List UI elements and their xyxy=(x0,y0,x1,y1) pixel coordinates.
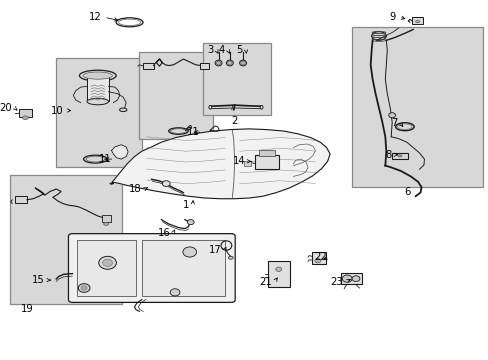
Text: 3: 3 xyxy=(206,45,213,55)
Text: 7: 7 xyxy=(390,118,396,128)
Bar xyxy=(56,58,142,167)
Ellipse shape xyxy=(22,116,28,120)
Polygon shape xyxy=(110,129,329,199)
Text: 15: 15 xyxy=(32,275,45,285)
Ellipse shape xyxy=(87,98,108,105)
Text: 16: 16 xyxy=(157,228,170,238)
Bar xyxy=(259,150,274,156)
FancyBboxPatch shape xyxy=(68,234,235,302)
Ellipse shape xyxy=(397,155,401,157)
Ellipse shape xyxy=(119,108,127,112)
Text: 9: 9 xyxy=(389,12,395,22)
Circle shape xyxy=(99,256,116,269)
Text: 5: 5 xyxy=(236,45,243,55)
Bar xyxy=(255,155,278,169)
Bar xyxy=(10,175,122,304)
Text: 17: 17 xyxy=(208,245,221,255)
Ellipse shape xyxy=(239,60,246,66)
Text: 6: 6 xyxy=(404,186,410,197)
Ellipse shape xyxy=(260,105,263,109)
Circle shape xyxy=(342,275,351,282)
Text: 20: 20 xyxy=(0,103,12,113)
Circle shape xyxy=(314,258,320,263)
Bar xyxy=(139,52,212,139)
Bar xyxy=(311,252,325,264)
Polygon shape xyxy=(111,145,128,159)
Text: 22: 22 xyxy=(313,252,326,262)
Bar xyxy=(267,261,289,287)
Bar xyxy=(203,43,271,115)
Bar xyxy=(411,17,423,24)
Ellipse shape xyxy=(103,222,108,225)
Bar xyxy=(199,63,209,69)
Ellipse shape xyxy=(227,61,231,65)
Text: 8: 8 xyxy=(384,150,390,160)
Text: 12: 12 xyxy=(88,12,101,22)
Text: 11: 11 xyxy=(186,127,199,137)
Bar xyxy=(341,273,361,284)
Circle shape xyxy=(275,267,281,271)
Ellipse shape xyxy=(83,72,112,79)
Bar xyxy=(77,240,136,296)
Bar xyxy=(19,109,32,117)
Ellipse shape xyxy=(240,61,244,65)
Text: 11: 11 xyxy=(99,154,111,164)
Text: 14: 14 xyxy=(232,156,245,166)
Bar xyxy=(142,240,224,296)
Circle shape xyxy=(81,286,87,290)
Ellipse shape xyxy=(415,21,419,23)
Ellipse shape xyxy=(80,70,116,81)
Ellipse shape xyxy=(226,60,233,66)
Text: 23: 23 xyxy=(330,276,343,287)
Text: 19: 19 xyxy=(20,304,33,314)
Circle shape xyxy=(78,284,90,292)
Text: 2: 2 xyxy=(230,116,237,126)
Circle shape xyxy=(187,220,194,225)
Text: 10: 10 xyxy=(51,105,63,116)
Text: 21: 21 xyxy=(259,276,271,287)
Ellipse shape xyxy=(216,61,221,65)
Ellipse shape xyxy=(208,105,211,109)
Text: 1: 1 xyxy=(183,200,189,210)
Circle shape xyxy=(388,113,395,118)
Circle shape xyxy=(102,259,112,266)
Bar xyxy=(351,27,482,187)
Bar xyxy=(15,196,27,203)
Bar xyxy=(142,63,153,69)
Bar xyxy=(87,77,108,101)
Circle shape xyxy=(351,276,359,282)
Ellipse shape xyxy=(215,60,222,66)
Circle shape xyxy=(170,289,180,296)
Bar xyxy=(102,215,110,222)
Ellipse shape xyxy=(228,256,233,259)
Text: 4: 4 xyxy=(218,45,224,55)
Circle shape xyxy=(162,181,170,186)
Text: 18: 18 xyxy=(129,184,142,194)
Bar xyxy=(244,161,251,166)
Bar xyxy=(391,153,407,159)
Circle shape xyxy=(183,247,196,257)
Ellipse shape xyxy=(371,32,386,40)
